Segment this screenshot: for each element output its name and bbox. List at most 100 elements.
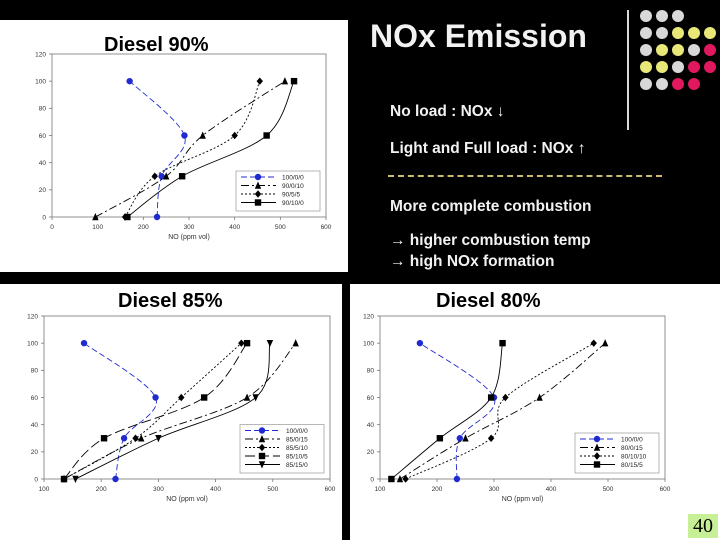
legend-label: 85/5/10 <box>286 445 308 452</box>
x-tick-label: 300 <box>153 486 164 493</box>
chart-title-diesel-90: Diesel 90% <box>104 34 209 56</box>
series-90-0-10 <box>92 77 289 221</box>
y-tick-label: 0 <box>42 214 46 221</box>
data-point <box>153 213 161 221</box>
x-axis-label: NO (ppm vol) <box>168 234 210 241</box>
legend-marker <box>593 443 601 451</box>
decorative-dot <box>656 10 668 22</box>
series-100-0-0 <box>80 339 159 483</box>
x-tick-label: 200 <box>96 486 107 493</box>
data-point <box>281 77 289 85</box>
series-line <box>124 80 261 218</box>
data-point <box>590 339 597 347</box>
y-tick-label: 20 <box>367 449 375 456</box>
decorative-dot <box>640 27 652 39</box>
decorative-dot <box>688 44 700 56</box>
data-point <box>178 173 186 180</box>
data-point <box>152 394 159 401</box>
y-tick-label: 0 <box>34 476 38 483</box>
series-90-10-0 <box>124 77 298 221</box>
data-point <box>536 393 543 401</box>
data-point <box>60 475 68 483</box>
decorative-dot <box>640 61 652 73</box>
legend-label: 90/0/10 <box>282 183 304 190</box>
series-line <box>419 342 496 480</box>
data-point <box>266 339 274 348</box>
data-point <box>138 434 145 442</box>
x-tick-label: 100 <box>92 224 103 231</box>
legend-marker <box>254 181 262 189</box>
series-line <box>391 343 503 480</box>
legend-marker <box>593 461 601 468</box>
data-point <box>181 132 188 139</box>
data-point <box>243 393 251 401</box>
bullet-complete-combustion: More complete combustion <box>390 198 592 215</box>
legend-marker <box>593 452 601 460</box>
series-85-10-5 <box>60 339 251 483</box>
series-line <box>127 80 295 218</box>
chart-diesel-90: 0 100 200 300 400 500 600 0 20 40 60 80 100 120 NO (pp… <box>35 51 332 241</box>
y-tick-label: 0 <box>370 476 374 483</box>
decorative-dot <box>688 61 700 73</box>
data-point <box>292 339 299 347</box>
data-point <box>126 77 133 85</box>
data-point <box>256 77 263 85</box>
chart-title-diesel-85: Diesel 85% <box>118 290 223 312</box>
data-point <box>124 213 131 221</box>
series-line <box>129 80 186 218</box>
y-tick-label: 120 <box>363 313 374 320</box>
y-tick-label: 60 <box>39 133 47 140</box>
y-tick-label: 100 <box>363 340 374 347</box>
series-line <box>63 342 242 480</box>
data-point <box>462 434 469 442</box>
y-tick-label: 60 <box>367 395 375 402</box>
data-point <box>162 172 170 180</box>
decorative-dot <box>656 61 668 73</box>
decorative-dot <box>672 78 684 90</box>
legend-box <box>239 424 325 474</box>
decorative-dot <box>688 78 700 90</box>
y-tick-label: 40 <box>31 422 39 429</box>
series-80-10-10 <box>402 339 597 483</box>
y-tick-label: 100 <box>27 340 38 347</box>
legend-box <box>574 432 660 474</box>
legend-label: 85/15/0 <box>286 462 308 469</box>
decorative-dot <box>640 44 652 56</box>
y-tick-label: 40 <box>39 160 47 167</box>
legend-label: 85/10/5 <box>286 453 308 460</box>
decorative-dot <box>672 44 684 56</box>
legend-marker <box>254 199 262 206</box>
data-point <box>120 435 128 442</box>
decorative-dot <box>640 78 652 90</box>
data-point <box>499 339 506 347</box>
data-point <box>252 394 259 402</box>
x-tick-label: 300 <box>184 224 195 231</box>
data-point <box>243 339 251 347</box>
legend-label: 85/0/15 <box>286 436 308 443</box>
legend-label: 100/0/0 <box>282 174 304 181</box>
y-tick-label: 20 <box>39 187 47 194</box>
data-point <box>388 475 395 483</box>
legend-marker <box>258 452 266 460</box>
data-point <box>263 132 270 139</box>
legend-label: 90/10/0 <box>282 200 304 207</box>
series-line <box>63 342 248 480</box>
decorative-dot <box>704 61 716 73</box>
legend-label: 80/10/10 <box>621 453 647 460</box>
decorative-dot <box>672 27 684 39</box>
x-tick-label: 500 <box>603 486 614 493</box>
legend-label: 100/0/0 <box>286 428 308 435</box>
data-point <box>456 435 463 442</box>
series-line <box>399 342 606 480</box>
decorative-dot <box>688 27 700 39</box>
y-tick-label: 120 <box>27 313 38 320</box>
x-tick-label: 600 <box>660 486 671 493</box>
x-axis-label: NO (ppm vol) <box>502 496 544 503</box>
x-tick-label: 400 <box>229 224 240 231</box>
decorative-dot <box>672 10 684 22</box>
title-divider <box>627 10 629 130</box>
legend-label: 100/0/0 <box>621 436 643 443</box>
bullet-high-nox: → high NOx formation <box>390 253 555 270</box>
